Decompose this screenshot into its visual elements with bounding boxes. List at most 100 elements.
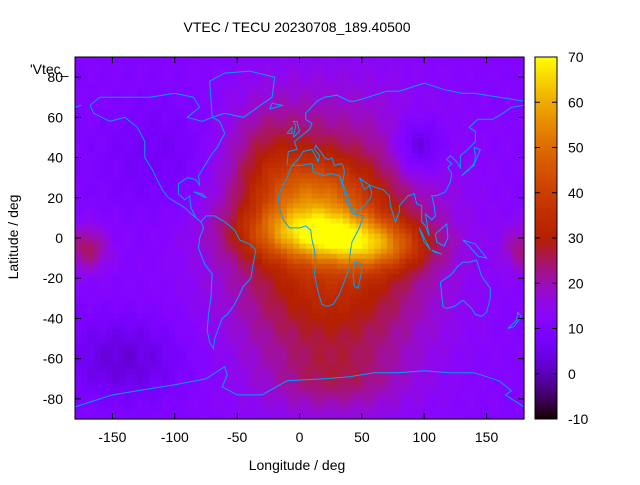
- heatmap-cell: [156, 258, 163, 264]
- heatmap-cell: [480, 323, 488, 330]
- heatmap-cell: [405, 152, 413, 159]
- heatmap-cell: [492, 132, 500, 139]
- heatmap-cell: [411, 92, 419, 98]
- heatmap-cell: [399, 82, 407, 88]
- heatmap-cell: [287, 328, 294, 335]
- heatmap-cell: [374, 363, 382, 370]
- heatmap-cell: [280, 263, 288, 269]
- heatmap-cell: [311, 368, 319, 375]
- heatmap-cell: [393, 298, 400, 304]
- heatmap-cell: [343, 92, 350, 98]
- heatmap-cell: [405, 177, 413, 184]
- heatmap-cell: [368, 403, 375, 410]
- heatmap-cell: [349, 328, 357, 335]
- heatmap-cell: [218, 368, 226, 375]
- heatmap-cell: [131, 248, 138, 254]
- heatmap-cell: [386, 328, 394, 335]
- heatmap-cell: [442, 227, 450, 234]
- heatmap-cell: [417, 348, 425, 355]
- heatmap-cell: [442, 318, 450, 325]
- heatmap-cell: [174, 207, 182, 214]
- heatmap-cell: [324, 328, 332, 335]
- heatmap-cell: [349, 383, 357, 390]
- heatmap-cell: [268, 258, 276, 264]
- heatmap-cell: [174, 157, 182, 164]
- heatmap-cell: [81, 82, 89, 88]
- heatmap-cell: [124, 202, 132, 209]
- heatmap-cell: [249, 92, 257, 98]
- heatmap-cell: [99, 117, 107, 123]
- heatmap-cell: [411, 192, 419, 199]
- heatmap-cell: [118, 217, 126, 224]
- heatmap-cell: [287, 232, 294, 239]
- heatmap-cell: [224, 212, 232, 219]
- heatmap-cell: [449, 383, 457, 390]
- heatmap-cell: [505, 363, 513, 370]
- heatmap-cell: [411, 107, 419, 113]
- heatmap-cell: [224, 112, 232, 118]
- heatmap-cell: [174, 383, 182, 390]
- heatmap-cell: [124, 157, 132, 164]
- heatmap-cell: [131, 167, 138, 174]
- heatmap-cell: [224, 323, 232, 330]
- heatmap-cell: [343, 413, 350, 420]
- heatmap-cell: [193, 388, 201, 395]
- heatmap-cell: [274, 152, 282, 159]
- heatmap-cell: [131, 313, 138, 320]
- heatmap-cell: [324, 398, 332, 405]
- heatmap-cell: [75, 162, 82, 169]
- heatmap-cell: [474, 413, 481, 420]
- heatmap-cell: [237, 283, 244, 289]
- heatmap-cell: [156, 408, 163, 415]
- heatmap-cell: [361, 197, 369, 204]
- heatmap-cell: [143, 253, 151, 259]
- heatmap-cell: [218, 142, 226, 149]
- heatmap-cell: [324, 182, 332, 189]
- heatmap-cell: [411, 278, 419, 284]
- heatmap-cell: [374, 358, 382, 365]
- heatmap-cell: [162, 393, 170, 400]
- heatmap-cell: [149, 253, 157, 259]
- heatmap-cell: [137, 152, 145, 159]
- heatmap-cell: [442, 212, 450, 219]
- heatmap-cell: [386, 288, 394, 294]
- heatmap-cell: [99, 187, 107, 194]
- heatmap-cell: [368, 393, 375, 400]
- heatmap-cell: [361, 413, 369, 420]
- heatmap-cell: [311, 172, 319, 179]
- heatmap-cell: [287, 378, 294, 385]
- heatmap-cell: [393, 268, 400, 274]
- heatmap-cell: [505, 258, 513, 264]
- heatmap-cell: [224, 408, 232, 415]
- heatmap-cell: [405, 227, 413, 234]
- heatmap-cell: [411, 102, 419, 108]
- heatmap-cell: [218, 182, 226, 189]
- heatmap-cell: [380, 117, 388, 123]
- heatmap-cell: [212, 182, 220, 189]
- heatmap-cell: [336, 383, 344, 390]
- heatmap-cell: [218, 413, 226, 420]
- heatmap-cell: [330, 142, 338, 149]
- heatmap-cell: [262, 343, 269, 350]
- heatmap-cell: [181, 187, 188, 194]
- heatmap-cell: [305, 243, 313, 249]
- heatmap-cell: [386, 273, 394, 279]
- heatmap-cell: [486, 132, 494, 139]
- heatmap-cell: [343, 348, 350, 355]
- heatmap-cell: [480, 278, 488, 284]
- heatmap-cell: [361, 102, 369, 108]
- heatmap-cell: [224, 207, 232, 214]
- heatmap-cell: [311, 378, 319, 385]
- heatmap-cell: [436, 212, 444, 219]
- heatmap-cell: [156, 378, 163, 385]
- heatmap-cell: [374, 253, 382, 259]
- heatmap-cell: [243, 227, 251, 234]
- heatmap-cell: [436, 283, 444, 289]
- heatmap-cell: [318, 72, 326, 78]
- heatmap-cell: [181, 293, 188, 299]
- heatmap-cell: [87, 303, 95, 309]
- heatmap-cell: [81, 298, 89, 304]
- heatmap-cell: [174, 308, 182, 315]
- heatmap-cell: [112, 388, 120, 395]
- heatmap-cell: [106, 243, 114, 249]
